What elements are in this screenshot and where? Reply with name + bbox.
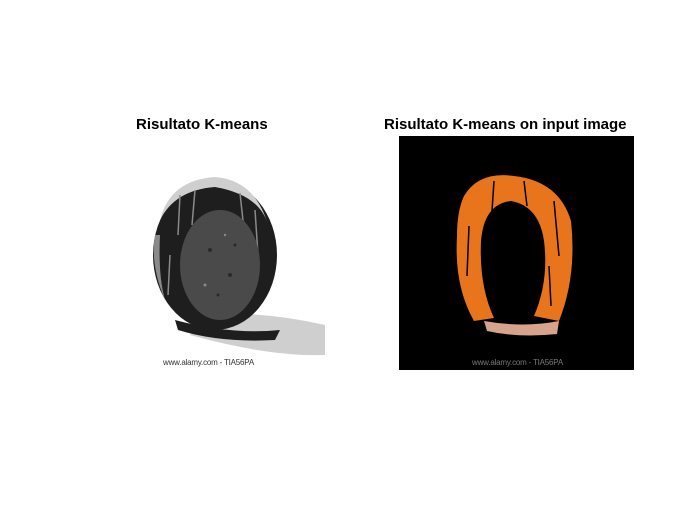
left-panel-watermark: www.alamy.com - TIA56PA <box>163 358 254 367</box>
right-panel-watermark: www.alamy.com - TIA56PA <box>472 358 563 367</box>
left-panel-title: Risultato K-means <box>136 116 268 133</box>
left-panel-image <box>140 165 330 375</box>
right-panel-title: Risultato K-means on input image <box>384 116 627 133</box>
right-panel-image <box>399 136 634 370</box>
